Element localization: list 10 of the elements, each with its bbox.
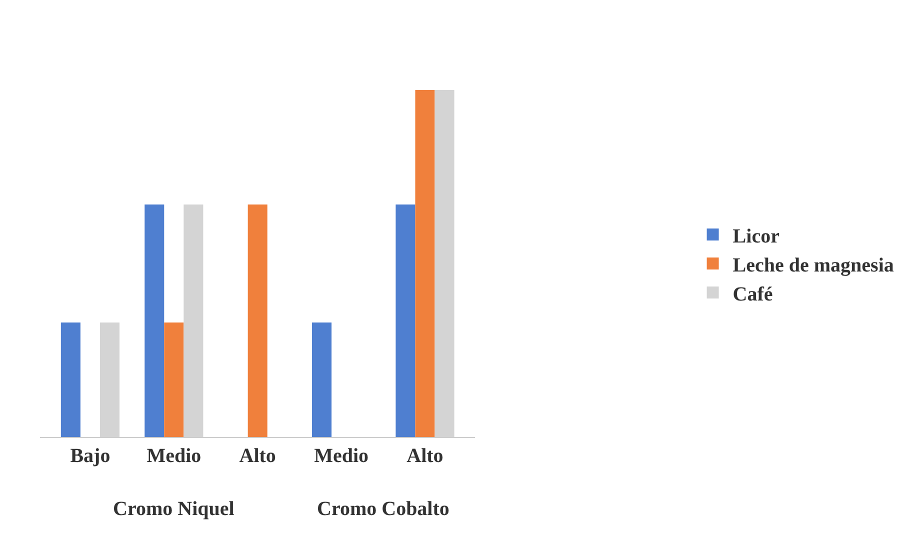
legend-label: Leche de magnesia — [732, 254, 894, 276]
text: Cromo Cobalto — [317, 498, 450, 520]
x-tick-label: Alto — [406, 445, 444, 467]
legend-label: Café — [732, 283, 773, 306]
x-tick-label: Bajo — [70, 445, 110, 467]
text: Cromo Niquel — [113, 498, 235, 520]
x-tick-label: Alto — [239, 445, 276, 467]
x-tick-label: Medio — [314, 445, 369, 467]
x-tick-label: Medio — [146, 445, 202, 467]
legend-label: Licor — [732, 225, 780, 248]
